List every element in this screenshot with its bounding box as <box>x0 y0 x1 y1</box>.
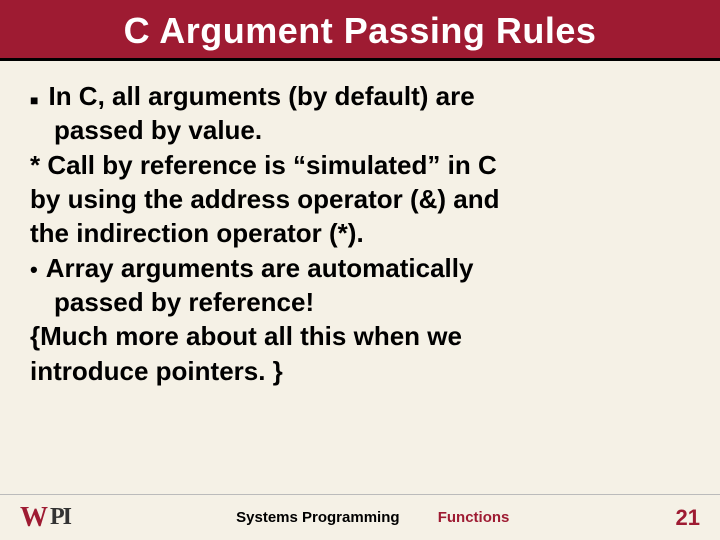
bullet-1: ■ In C, all arguments (by default) are <box>30 79 690 113</box>
dot-bullet-icon: • <box>30 255 38 284</box>
footer-center: Systems Programming Functions <box>70 509 676 526</box>
body-line: In C, all arguments (by default) are <box>48 79 474 113</box>
page-number: 21 <box>676 505 700 531</box>
body-line: * Call by reference is “simulated” in C <box>30 148 690 182</box>
title-bar: C Argument Passing Rules <box>0 0 720 61</box>
body-line: introduce pointers. } <box>30 354 690 388</box>
body-line: Array arguments are automatically <box>46 251 474 285</box>
footer: W PI Systems Programming Functions 21 <box>0 494 720 540</box>
square-bullet-icon: ■ <box>30 91 38 109</box>
footer-course: Systems Programming <box>236 509 399 526</box>
logo-pi: PI <box>50 504 70 531</box>
body-line: passed by value. <box>30 113 690 147</box>
wpi-logo: W PI <box>20 502 70 534</box>
body-line: by using the address operator (&) and <box>30 182 690 216</box>
bullet-2: • Array arguments are automatically <box>30 251 690 285</box>
body-line: {Much more about all this when we <box>30 319 690 353</box>
footer-topic: Functions <box>438 509 510 526</box>
body-line: passed by reference! <box>30 285 690 319</box>
slide-body: ■ In C, all arguments (by default) are p… <box>0 61 720 388</box>
logo-w: W <box>20 502 48 534</box>
slide-title: C Argument Passing Rules <box>20 10 700 52</box>
body-line: the indirection operator (*). <box>30 216 690 250</box>
